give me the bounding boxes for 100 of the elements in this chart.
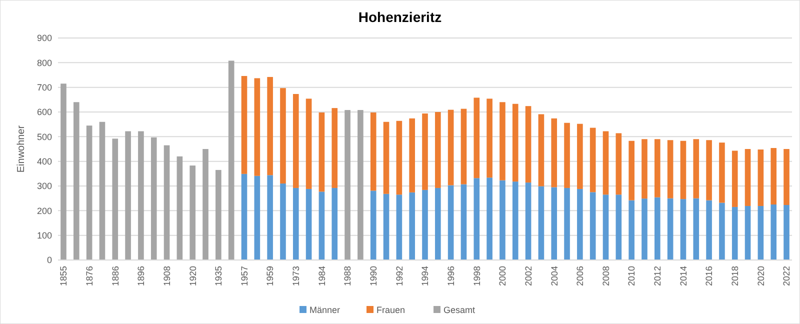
- y-tick-label: 100: [36, 230, 52, 240]
- bar: [125, 131, 131, 260]
- bar: [202, 149, 208, 260]
- y-tick-label: 400: [36, 156, 52, 166]
- bar: [435, 188, 441, 260]
- x-tick-label: 1957: [239, 266, 250, 286]
- bar: [551, 118, 558, 188]
- x-tick-label: 2022: [782, 266, 792, 286]
- bar: [60, 84, 66, 260]
- x-tick-label: 1920: [188, 266, 198, 286]
- y-axis-title: Einwohner: [16, 124, 27, 173]
- bar: [784, 149, 790, 205]
- y-tick-label: 800: [36, 58, 52, 68]
- x-tick-label: 1994: [420, 266, 430, 286]
- bar: [73, 102, 80, 260]
- bar: [577, 188, 583, 260]
- x-tick-label: 2012: [652, 266, 663, 286]
- x-tick-label: 2016: [704, 266, 714, 286]
- x-tick-label: 1973: [291, 266, 302, 286]
- bar: [383, 122, 390, 194]
- bar: [564, 188, 570, 260]
- bar: [719, 142, 725, 203]
- y-tick-label: 300: [36, 181, 52, 192]
- bar: [564, 122, 570, 188]
- bar: [642, 198, 648, 260]
- bar: [590, 128, 596, 192]
- bar: [422, 190, 428, 260]
- bar: [654, 139, 660, 198]
- bar: [228, 60, 234, 260]
- bar: [616, 133, 622, 195]
- bar: [318, 112, 325, 192]
- legend-label: Gesamt: [444, 305, 476, 316]
- x-tick-label: 2006: [575, 266, 586, 286]
- x-tick-label: 1896: [136, 266, 146, 286]
- x-tick-label: 1998: [472, 266, 482, 286]
- bar: [370, 112, 376, 191]
- bar: [602, 131, 609, 195]
- bar: [680, 140, 686, 200]
- x-tick-label: 1886: [110, 266, 120, 286]
- x-tick-label: 2010: [626, 266, 637, 286]
- bar: [628, 200, 634, 260]
- x-tick-label: 1996: [446, 266, 456, 286]
- bar: [176, 156, 183, 260]
- x-tick-label: 1876: [84, 266, 94, 286]
- bar: [112, 138, 118, 260]
- bar: [512, 104, 518, 182]
- bar: [332, 108, 338, 188]
- bar: [292, 94, 299, 188]
- bar: [500, 102, 506, 180]
- bar: [383, 194, 390, 260]
- bar: [500, 180, 506, 260]
- bar: [422, 113, 428, 190]
- bar: [667, 198, 674, 260]
- y-tick-label: 900: [36, 33, 52, 44]
- bar: [486, 98, 492, 178]
- bar: [590, 192, 596, 260]
- bar: [770, 204, 777, 260]
- bar: [486, 178, 492, 260]
- x-tick-label: 1855: [58, 266, 69, 286]
- bar: [358, 110, 364, 260]
- bar: [241, 76, 248, 174]
- bar: [280, 88, 286, 184]
- bar: [267, 175, 273, 260]
- bar: [241, 174, 248, 260]
- bar: [460, 108, 467, 184]
- bar: [538, 186, 544, 260]
- bar: [758, 149, 764, 206]
- bar: [267, 76, 273, 176]
- bar: [216, 170, 222, 260]
- bar: [654, 197, 660, 260]
- bar: [602, 194, 609, 260]
- bar: [758, 206, 764, 260]
- x-tick-label: 1992: [394, 266, 404, 286]
- bar: [280, 184, 286, 260]
- bar: [732, 150, 738, 207]
- x-tick-label: 1908: [162, 266, 172, 286]
- bar: [409, 192, 415, 260]
- bar: [435, 112, 441, 188]
- x-tick-label: 1984: [316, 266, 327, 286]
- x-tick-label: 1990: [368, 266, 379, 286]
- y-tick-label: 600: [36, 107, 52, 118]
- bar: [396, 194, 402, 260]
- y-tick-label: 0: [46, 255, 52, 266]
- chart-title: Hohenzieritz: [358, 9, 442, 25]
- x-tick-label: 2014: [678, 266, 688, 286]
- bar: [318, 192, 325, 260]
- bar: [460, 184, 467, 260]
- legend-label: Männer: [310, 305, 340, 316]
- bar: [150, 137, 157, 260]
- bar: [577, 124, 583, 189]
- bar: [719, 202, 725, 260]
- bar: [292, 188, 299, 260]
- bar: [770, 148, 777, 204]
- bar: [254, 78, 260, 176]
- x-tick-label: 2020: [756, 266, 766, 286]
- x-tick-label: 1935: [214, 266, 224, 286]
- legend-label: Frauen: [376, 305, 406, 316]
- x-tick-label: 2008: [600, 266, 611, 286]
- x-tick-label: 1959: [265, 266, 276, 286]
- bar: [551, 187, 558, 260]
